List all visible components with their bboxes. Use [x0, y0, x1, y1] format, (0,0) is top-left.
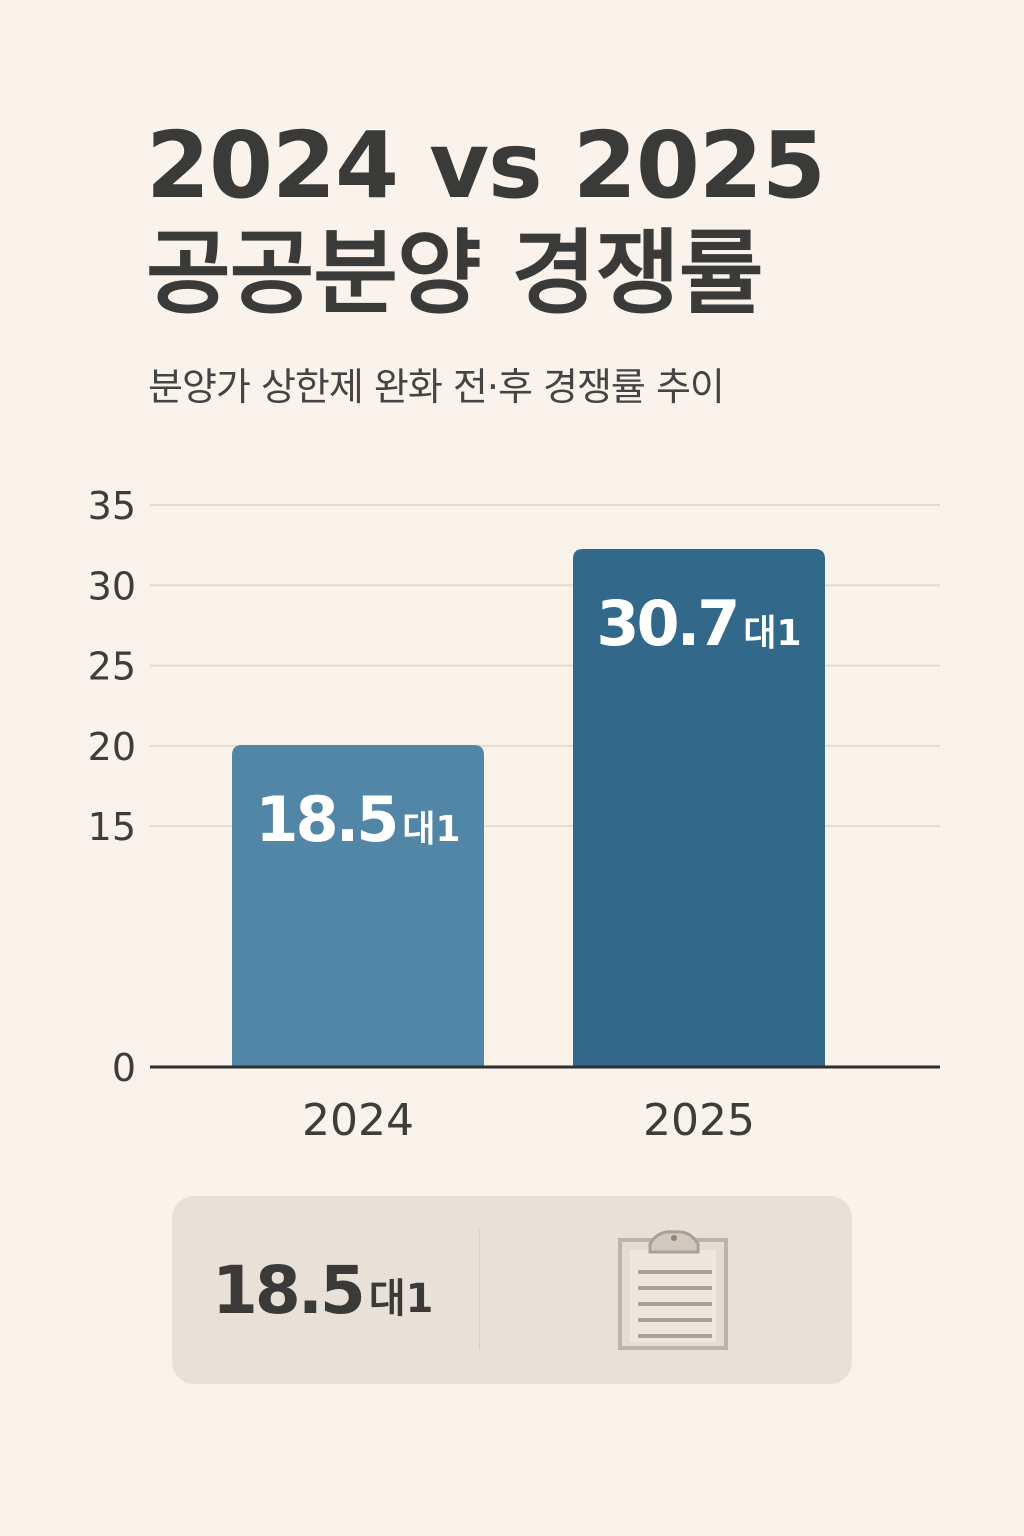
bar-chart: 35 30 25 20 15 0 18.5 대1 2024 30.7 대1 2025 — [88, 484, 940, 1146]
title-line-1: 2024 vs 2025 — [146, 112, 826, 219]
title-line-2: 공공분양 경쟁률 — [146, 220, 764, 327]
y-tick-label: 25 — [88, 645, 136, 689]
bar-2024 — [232, 744, 484, 1067]
y-tick-label: 35 — [88, 484, 136, 528]
y-tick-label: 0 — [112, 1046, 136, 1090]
x-tick-label: 2025 — [643, 1095, 755, 1146]
bar-value-label: 18.5 대1 — [255, 783, 460, 856]
clipboard-icon — [618, 1230, 728, 1350]
summary-value: 18.5 대1 — [212, 1196, 433, 1384]
summary-number: 18.5 — [212, 1251, 366, 1329]
y-tick-label: 20 — [88, 725, 136, 769]
x-tick-label: 2024 — [302, 1095, 414, 1146]
summary-card: 18.5 대1 — [172, 1196, 852, 1384]
page-subtitle: 분양가 상한제 완화 전·후 경쟁률 추이 — [148, 365, 725, 409]
bar-2025 — [573, 549, 825, 1067]
summary-unit: 대1 — [368, 1276, 434, 1322]
y-tick-label: 15 — [88, 805, 136, 849]
page-title: 2024 vs 2025 공공분양 경쟁률 — [146, 112, 1006, 328]
y-tick-label: 30 — [88, 564, 136, 608]
summary-divider — [479, 1230, 480, 1350]
bar-value-label: 30.7 대1 — [596, 587, 801, 660]
